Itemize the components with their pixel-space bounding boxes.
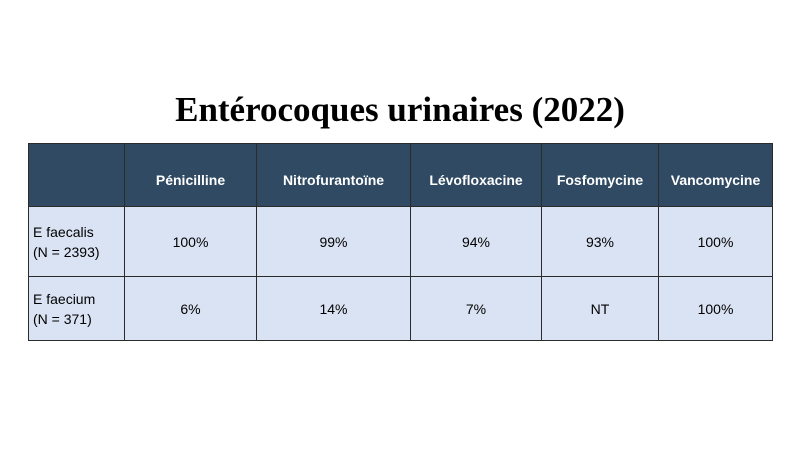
slide-title: Entérocoques urinaires (2022) (175, 90, 625, 129)
table-cell: 100% (658, 206, 773, 277)
row-label-line: (N = 2393) (33, 243, 100, 260)
column-header: Vancomycine (658, 143, 773, 207)
row-label-line: E faecium (33, 290, 96, 307)
table-cell: 100% (124, 206, 257, 277)
table-cell: NT (541, 276, 659, 341)
column-header: Nitrofurantoïne (256, 143, 411, 207)
results-table: Pénicilline Nitrofurantoïne Lévofloxacine F… (28, 143, 773, 341)
table-row: E faecium (N = 371) 6% 14% 7% NT 100% (28, 276, 773, 341)
table-cell: 93% (541, 206, 659, 277)
header-corner (28, 143, 125, 207)
column-header: Fosfomycine (541, 143, 659, 207)
table-body: E faecalis (N = 2393) 100% 99% 94% 93% 100% E f… (28, 206, 773, 341)
table-cell: 14% (256, 276, 411, 341)
table-cell: 100% (658, 276, 773, 341)
row-label-line: (N = 371) (33, 310, 92, 327)
header-row: Pénicilline Nitrofurantoïne Lévofloxacine F… (28, 143, 773, 207)
row-label-line: E faecalis (33, 223, 94, 240)
column-header: Lévofloxacine (410, 143, 542, 207)
table-cell: 94% (410, 206, 542, 277)
table-cell: 7% (410, 276, 542, 341)
table-cell: 99% (256, 206, 411, 277)
row-label: E faecalis (N = 2393) (28, 206, 125, 277)
column-header: Pénicilline (124, 143, 257, 207)
table-row: E faecalis (N = 2393) 100% 99% 94% 93% 100% (28, 206, 773, 277)
table-cell: 6% (124, 276, 257, 341)
row-label: E faecium (N = 371) (28, 276, 125, 341)
